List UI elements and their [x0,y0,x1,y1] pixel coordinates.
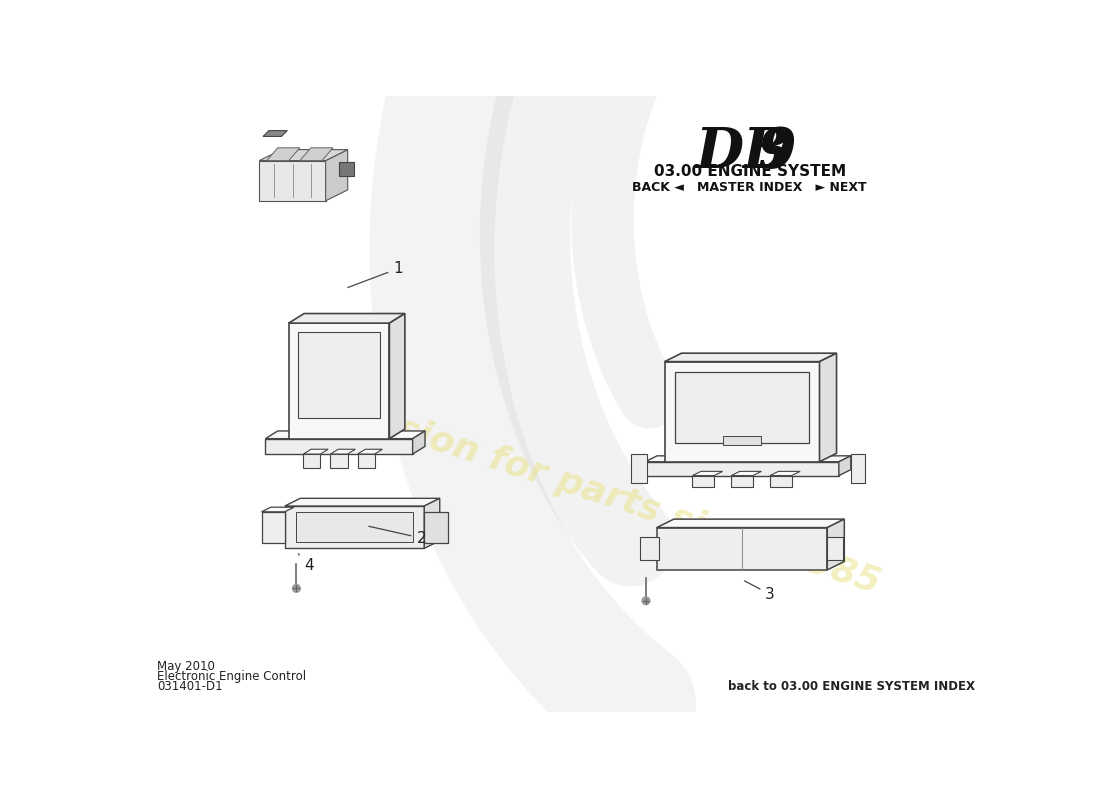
Text: a passion for parts since 1985: a passion for parts since 1985 [289,378,884,600]
Polygon shape [266,148,300,161]
Polygon shape [263,130,287,137]
Polygon shape [692,471,723,476]
Polygon shape [285,498,440,506]
Polygon shape [265,438,412,454]
Polygon shape [425,512,448,542]
Polygon shape [330,450,355,454]
Polygon shape [260,161,326,201]
Polygon shape [664,353,837,362]
Text: 3: 3 [745,581,776,602]
Text: 1: 1 [348,261,403,287]
Polygon shape [304,454,320,468]
Polygon shape [657,519,845,527]
Polygon shape [723,435,761,445]
Polygon shape [692,476,714,487]
Polygon shape [262,507,294,512]
Polygon shape [675,373,808,443]
Polygon shape [285,506,425,548]
Polygon shape [358,454,375,468]
Polygon shape [300,148,333,161]
Circle shape [642,597,650,605]
Text: back to 03.00 ENGINE SYSTEM INDEX: back to 03.00 ENGINE SYSTEM INDEX [727,680,975,693]
Polygon shape [326,150,348,201]
Polygon shape [640,538,659,560]
Polygon shape [732,471,761,476]
Polygon shape [645,456,850,462]
Polygon shape [732,476,752,487]
Polygon shape [657,527,827,570]
Polygon shape [298,332,381,418]
Text: 4: 4 [298,554,314,573]
Text: 2: 2 [368,526,426,546]
Polygon shape [827,519,845,570]
Polygon shape [260,150,348,161]
Polygon shape [412,431,425,454]
Circle shape [293,585,300,592]
Polygon shape [631,454,647,483]
Polygon shape [265,431,425,438]
Polygon shape [288,323,389,438]
Polygon shape [288,314,405,323]
Polygon shape [664,362,820,462]
Polygon shape [262,512,285,542]
Polygon shape [839,456,850,476]
Polygon shape [645,462,839,476]
Polygon shape [389,314,405,438]
Text: 9: 9 [758,126,796,180]
Text: May 2010: May 2010 [157,660,214,673]
Text: 031401-D1: 031401-D1 [157,680,222,693]
Polygon shape [770,476,792,487]
Text: DB: DB [695,126,791,180]
Polygon shape [850,454,865,483]
Text: 03.00 ENGINE SYSTEM: 03.00 ENGINE SYSTEM [653,164,846,178]
Polygon shape [827,538,843,560]
Text: Electronic Engine Control: Electronic Engine Control [157,670,306,682]
Text: BACK ◄   MASTER INDEX   ► NEXT: BACK ◄ MASTER INDEX ► NEXT [632,181,867,194]
Polygon shape [304,450,328,454]
Polygon shape [425,498,440,548]
Polygon shape [358,450,383,454]
Polygon shape [296,512,412,542]
Polygon shape [820,353,837,462]
Polygon shape [339,162,353,175]
Polygon shape [330,454,348,468]
Polygon shape [770,471,800,476]
